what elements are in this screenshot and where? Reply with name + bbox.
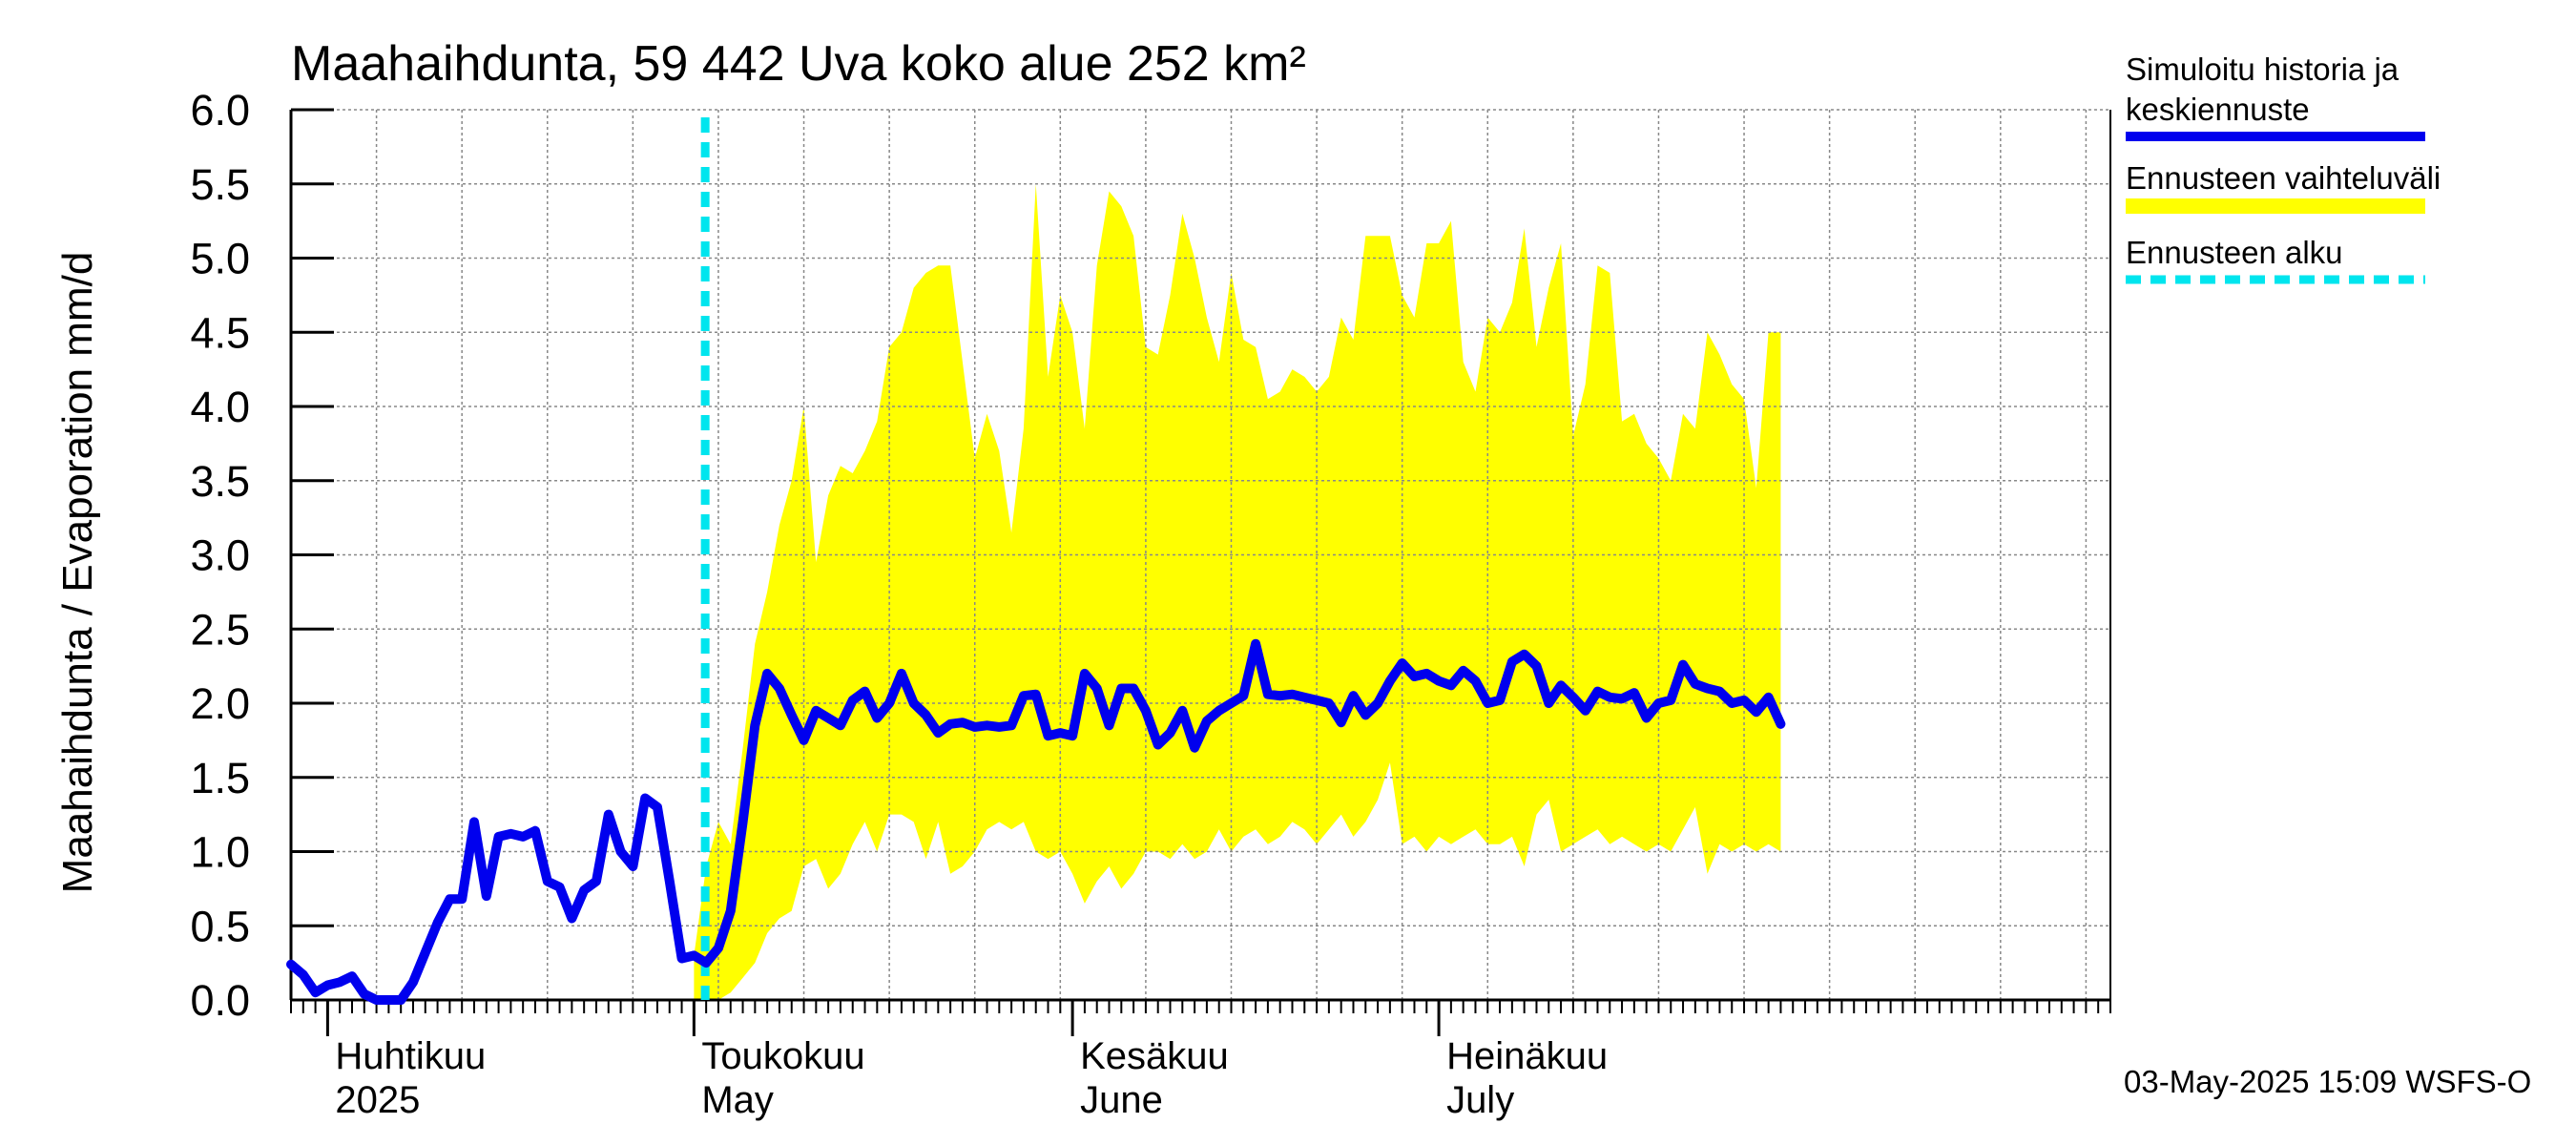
plot-axes	[289, 108, 2111, 1036]
month-label-fi-3: Heinäkuu	[1446, 1035, 1608, 1077]
month-label-en-1: May	[701, 1079, 774, 1121]
chart-title: Maahaihdunta, 59 442 Uva koko alue 252 k…	[291, 36, 1306, 92]
y-tick-label-11: 5.5	[190, 160, 250, 209]
month-label-en-2: June	[1080, 1079, 1163, 1121]
forecast-range-band	[694, 183, 1781, 1001]
y-tick-label-3: 1.5	[190, 754, 250, 802]
y-tick-label-10: 5.0	[190, 235, 250, 283]
y-tick-label-5: 2.5	[190, 605, 250, 654]
legend: Simuloitu historia ja keskiennuste Ennus…	[2126, 52, 2441, 284]
y-tick-label-1: 0.5	[190, 902, 250, 950]
month-label-fi-0: Huhtikuu	[335, 1035, 486, 1077]
y-tick-label-6: 3.0	[190, 531, 250, 580]
y-tick-label-12: 6.0	[190, 86, 250, 135]
legend-band-label: Ennusteen vaihteluväli	[2126, 160, 2441, 196]
legend-forecast-label: Ennusteen alku	[2126, 235, 2343, 270]
y-tick-label-8: 4.0	[190, 383, 250, 431]
legend-history-label-2: keskiennuste	[2126, 92, 2310, 127]
timestamp: 03-May-2025 15:09 WSFS-O	[2124, 1064, 2531, 1099]
month-label-en-3: July	[1446, 1079, 1514, 1121]
y-tick-label-4: 2.0	[190, 679, 250, 728]
y-tick-label-2: 1.0	[190, 828, 250, 877]
month-label-fi-1: Toukokuu	[701, 1035, 864, 1077]
y-axis-label: Maahaihdunta / Evaporation mm/d	[54, 252, 101, 894]
y-tick-label-9: 4.5	[190, 308, 250, 357]
month-label-en-0: 2025	[335, 1079, 420, 1121]
legend-history-label: Simuloitu historia ja	[2126, 52, 2399, 87]
month-label-fi-2: Kesäkuu	[1080, 1035, 1229, 1077]
history-median-line	[286, 638, 1786, 1005]
y-tick-label-0: 0.0	[190, 976, 250, 1025]
y-tick-label-7: 3.5	[190, 457, 250, 506]
